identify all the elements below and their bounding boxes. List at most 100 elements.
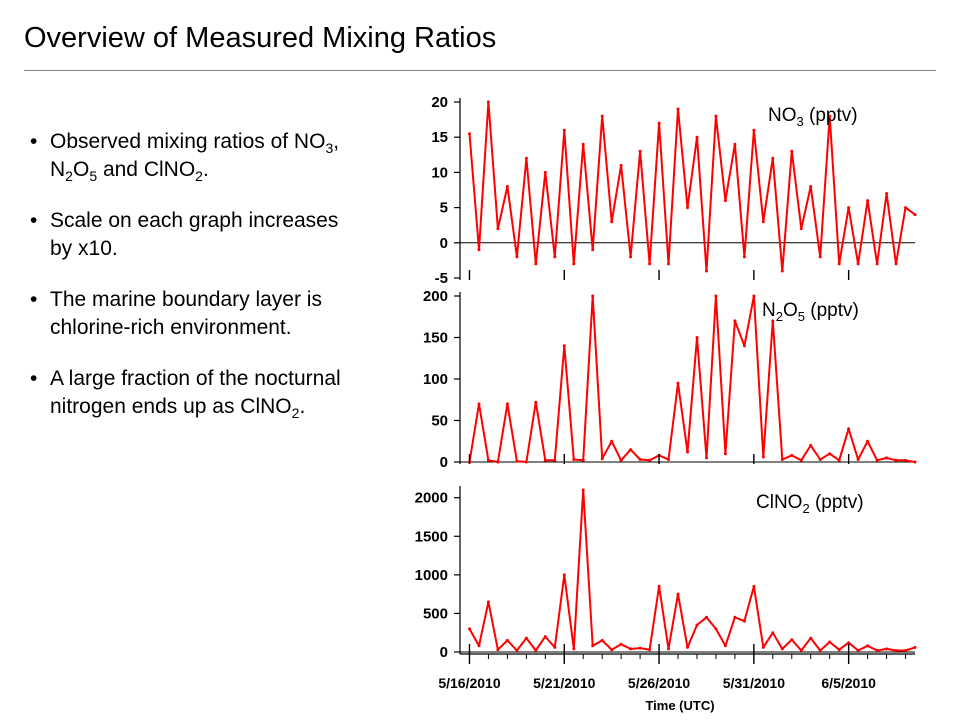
data-point [837, 648, 841, 652]
panel-label: N2O5 (pptv) [762, 300, 859, 324]
data-point [913, 460, 917, 464]
data-point [610, 439, 614, 443]
data-point [780, 458, 784, 461]
data-point [695, 623, 699, 627]
data-point [686, 450, 689, 454]
data-series-line [468, 101, 916, 272]
data-point [657, 584, 661, 588]
data-point [505, 638, 509, 642]
data-point [600, 114, 604, 118]
data-point [695, 336, 699, 339]
bullet-text: Scale on each graph increases by x10. [50, 209, 339, 260]
label-text: O [783, 300, 798, 321]
y-tick-label: 150 [423, 330, 448, 347]
data-point [695, 135, 699, 139]
data-point [486, 100, 490, 104]
data-point [610, 220, 614, 224]
y-tick-label: 2000 [415, 490, 448, 507]
page-title: Overview of Measured Mixing Ratios [24, 22, 497, 54]
data-point [837, 262, 841, 266]
data-point [591, 644, 595, 648]
data-point [515, 255, 519, 259]
data-point [723, 644, 727, 648]
label-text: (pptv) [804, 105, 858, 126]
data-point [856, 262, 860, 266]
data-point [866, 199, 870, 203]
x-tick-label: 5/26/2010 [628, 675, 690, 691]
data-point [913, 213, 917, 217]
data-point [809, 636, 813, 640]
y-tick-label: -5 [435, 270, 448, 287]
data-point [524, 156, 528, 160]
data-point [752, 294, 756, 298]
data-point [733, 142, 737, 146]
data-point [771, 319, 775, 323]
label-subscript: 5 [798, 309, 805, 324]
data-point [885, 192, 889, 195]
data-point [562, 128, 566, 132]
data-point [875, 649, 879, 652]
panel-label: ClNO2 (pptv) [756, 492, 864, 516]
data-point [723, 199, 727, 203]
data-point [866, 644, 870, 648]
data-point [894, 458, 898, 462]
data-point [572, 262, 576, 266]
data-point [837, 458, 841, 462]
data-point [828, 114, 832, 118]
data-point [562, 344, 566, 348]
data-point [610, 648, 614, 652]
data-point [648, 648, 652, 652]
data-point [543, 635, 547, 639]
y-tick-label: 500 [423, 605, 448, 622]
y-tick-label: 20 [431, 94, 448, 111]
subscript: 2 [65, 168, 73, 185]
data-point [809, 185, 813, 188]
data-point [581, 488, 585, 492]
data-point [515, 459, 519, 463]
data-point [875, 458, 879, 462]
y-tick-label: 0 [440, 235, 448, 252]
subscript: 5 [89, 168, 98, 185]
bullet-item: The marine boundary layer is chlorine-ri… [30, 286, 360, 342]
data-point [591, 248, 595, 252]
bullet-text: The marine boundary layer is chlorine-ri… [50, 288, 322, 339]
data-point [780, 269, 784, 273]
bullet-text: Observed mixing ratios of NO [50, 130, 326, 153]
data-point [629, 647, 633, 651]
data-point [818, 458, 822, 461]
data-point [885, 456, 889, 460]
data-point [600, 638, 604, 642]
label-text: (pptv) [805, 300, 859, 321]
data-point [856, 649, 860, 652]
x-axis-title: Time (UTC) [645, 698, 714, 713]
label-text: NO [768, 105, 797, 126]
data-point [619, 458, 623, 462]
data-point [828, 452, 832, 456]
data-point [686, 206, 689, 210]
data-point [486, 600, 490, 604]
data-point [524, 460, 528, 464]
data-point [477, 402, 481, 406]
data-point [752, 128, 756, 132]
label-subscript: 3 [797, 114, 804, 129]
data-point [856, 458, 860, 461]
data-point [847, 206, 851, 210]
title-divider [24, 70, 936, 71]
data-point [468, 132, 471, 136]
data-point [799, 458, 803, 462]
data-point [477, 248, 481, 252]
label-subscript: 2 [776, 309, 783, 324]
data-point [543, 170, 547, 174]
data-point [534, 649, 538, 652]
data-point [799, 649, 803, 652]
bullet-item: Observed mixing ratios of NO3, N2O5 and … [30, 128, 360, 184]
data-point [534, 262, 538, 266]
data-point [809, 443, 813, 447]
data-point [572, 458, 576, 461]
data-point [904, 206, 907, 210]
y-tick-label: 0 [440, 644, 448, 661]
bullet-text: O [72, 158, 90, 181]
data-point [752, 584, 756, 588]
data-point [581, 142, 585, 146]
